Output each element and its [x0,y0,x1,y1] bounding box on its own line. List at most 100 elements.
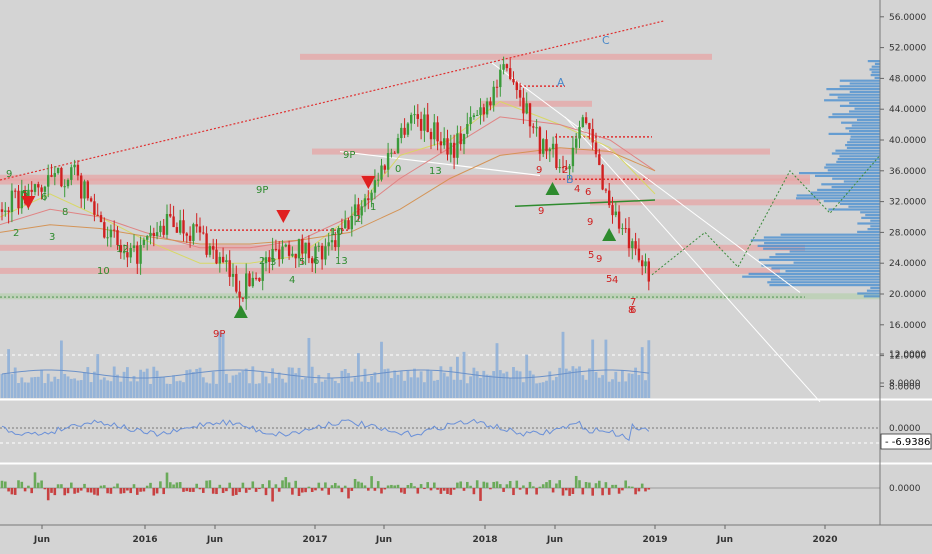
candle-body [274,248,278,250]
volume-bar [541,382,545,398]
volume-bar [597,377,601,398]
candle-body [169,214,172,217]
hist-bar [472,488,476,495]
volume-tick-label: 8.0000 [889,379,921,389]
profile-bar [750,239,880,242]
hist-bar [93,488,96,495]
hist-bar [489,488,492,490]
volume-bar [456,356,459,398]
y-tick-label: 44.0000 [889,105,926,115]
volume-bar [20,377,24,398]
profile-bar [767,281,880,284]
x-tick-label: Jun [206,535,223,545]
candle-body [192,224,195,241]
candle-body [281,246,284,260]
profile-bar [856,118,880,121]
hist-bar [96,488,99,496]
volume-bar [416,377,420,398]
profile-bar [871,65,880,68]
volume-bar [182,382,185,398]
hist-bar [73,488,76,494]
hist-bar [337,485,340,488]
volume-bar [17,383,20,398]
hist-bar [297,488,301,496]
hist-bar [238,488,241,493]
hist-bar [277,488,281,492]
hist-bar [624,480,627,488]
hist-bar [479,488,482,501]
hist-bar [231,488,235,496]
volume-bar [241,370,245,398]
volume-bar [647,340,651,398]
volume-bar [502,373,505,398]
volume-bar [99,379,103,398]
hist-bar [314,488,317,491]
profile-bar [845,127,880,130]
volume-bar [66,376,70,398]
candle-body [99,215,103,223]
hist-bar [60,484,63,488]
profile-bar [821,183,880,186]
candle-body [17,190,20,209]
candle-body [284,244,287,247]
hist-bar [466,481,469,488]
volume-bar [459,379,463,398]
hist-bar [525,488,528,495]
candle-body [370,192,373,201]
price-band [0,293,880,300]
hist-bar [353,478,357,488]
candle-body [383,165,386,170]
volume-bar [439,366,443,398]
volume-bar [320,381,324,398]
hist-bar [640,483,644,488]
profile-bar [843,180,880,183]
candle-body [578,126,581,139]
candle-body [538,127,542,154]
candle-body [132,245,136,248]
hist-bar [136,488,139,495]
volume-bar [449,366,453,398]
hist-bar [274,484,278,488]
profile-bar [758,258,880,261]
volume-bar [112,366,116,398]
count-label-green: 2 [355,214,361,225]
candle-body [317,245,320,247]
hist-bar [436,488,439,490]
upper-trendline [0,20,666,181]
candle-body [548,149,551,152]
volume-bar [564,368,568,398]
candle-body [324,246,327,260]
candle-body [307,242,311,259]
candle-body [205,233,208,255]
hist-bar [23,488,27,492]
candle-body [505,64,509,69]
volume-average [1,369,649,379]
candle-body [126,252,129,258]
profile-bar [863,295,880,298]
volume-bar [152,366,156,398]
hist-bar [334,482,337,488]
volume-bar [551,380,555,398]
volume-bar [353,377,357,398]
hist-bar [637,488,641,492]
candle-body [512,78,515,83]
hist-bar [310,488,314,492]
sell-signal [21,196,36,209]
volume-bar [604,339,608,398]
oscillator-panel [0,418,880,444]
volume-bar [581,375,585,398]
profile-bar [789,250,880,253]
hist-bar [449,488,453,495]
hist-bar [505,484,509,488]
wave-label: C [602,34,610,47]
hist-bar [598,480,601,488]
hist-bar [106,488,109,494]
candle-body [228,260,231,277]
volume-bar [393,370,397,398]
volume-bar [512,367,515,398]
candle-body [631,241,634,249]
candle-body [165,214,169,235]
hist-bar [307,486,311,488]
x-tick-label: Jun [375,535,392,545]
